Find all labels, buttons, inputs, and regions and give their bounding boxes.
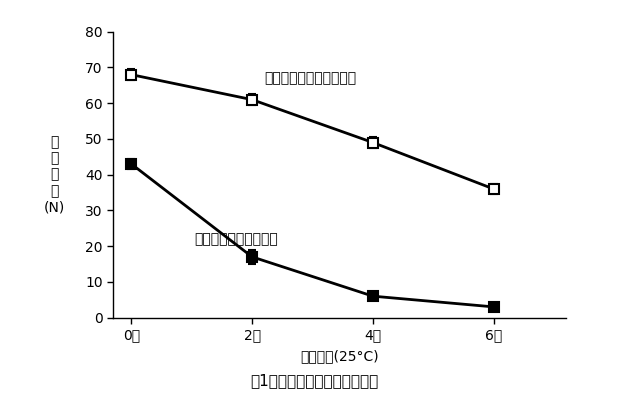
- Y-axis label: 果
肉
硬
度
(N): 果 肉 硬 度 (N): [44, 135, 65, 214]
- X-axis label: 谯蔵日数(25°C): 谯蔵日数(25°C): [301, 349, 379, 363]
- Text: 溶質モモ「あかつき」: 溶質モモ「あかつき」: [195, 232, 279, 246]
- Text: 不溶質モモ「もちづき」: 不溶質モモ「もちづき」: [264, 71, 356, 85]
- Text: 図1　谯蔵中の果肉硬度の変化: 図1 谯蔵中の果肉硬度の変化: [250, 374, 379, 389]
